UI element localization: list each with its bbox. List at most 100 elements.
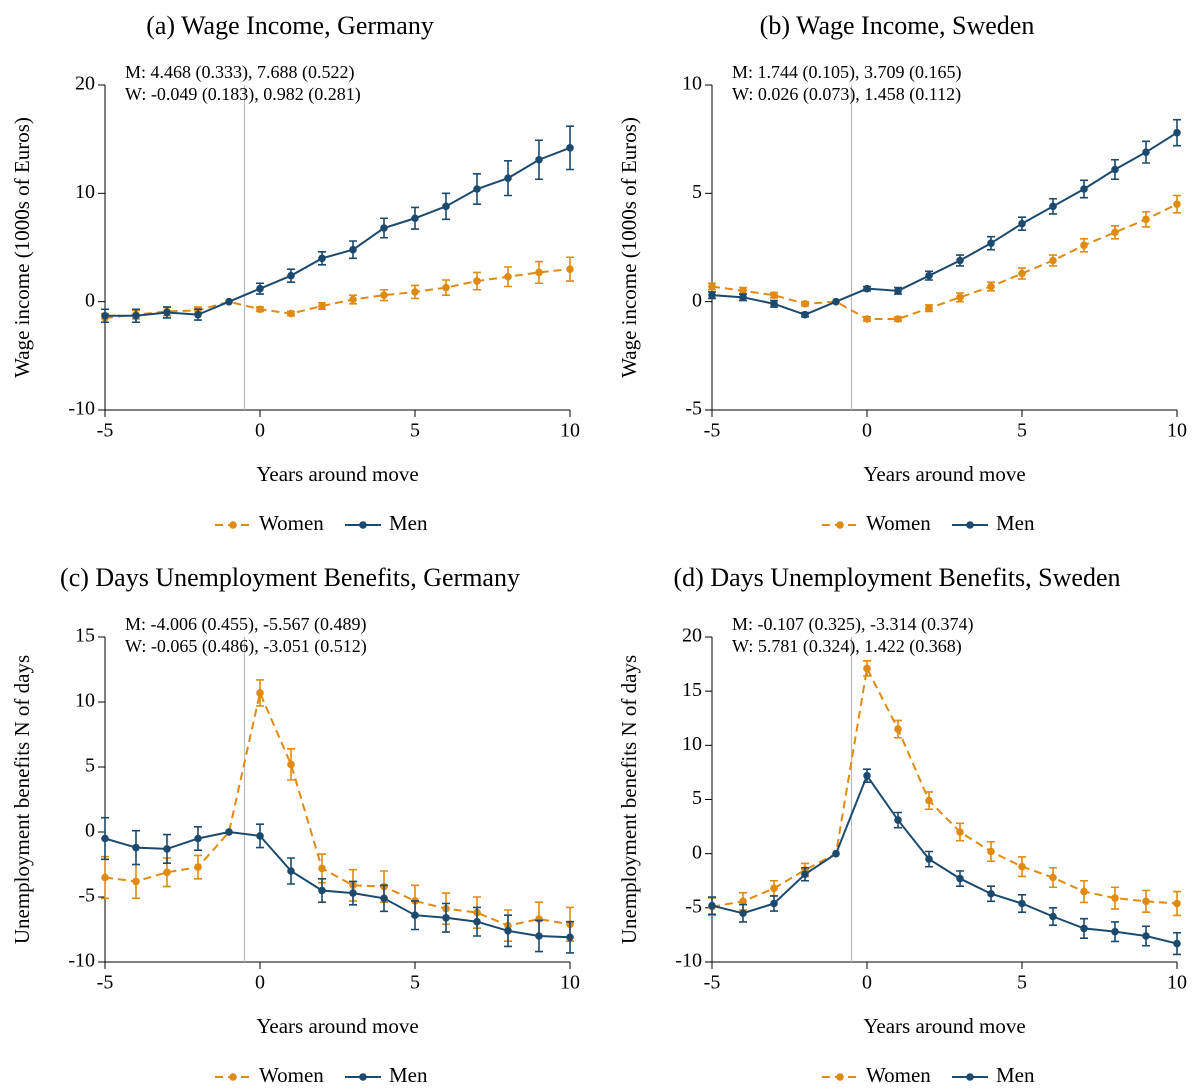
annotation: W: 5.781 (0.324), 1.422 (0.368) (732, 636, 962, 657)
data-point (770, 899, 778, 908)
y-tick-label: -10 (68, 950, 95, 972)
data-point (318, 302, 326, 310)
data-point (1111, 927, 1119, 936)
data-point (473, 917, 481, 926)
y-tick-label: -10 (68, 398, 95, 420)
x-tick-label: 0 (255, 972, 265, 994)
x-tick-label: 10 (560, 972, 580, 994)
data-point (1173, 899, 1181, 908)
data-point (956, 874, 964, 883)
data-point (256, 284, 264, 293)
data-point (863, 771, 871, 780)
data-point (1080, 924, 1088, 933)
y-tick-label: -10 (675, 950, 702, 972)
data-point (1018, 899, 1026, 908)
annotation: M: 1.744 (0.105), 3.709 (0.165) (732, 62, 961, 83)
data-point (194, 863, 202, 871)
data-point (770, 884, 778, 893)
y-tick-label: 10 (682, 73, 702, 95)
legend-marker (966, 1073, 974, 1081)
data-point (925, 855, 933, 863)
y-tick-label: 0 (85, 820, 95, 842)
data-point (925, 304, 933, 312)
data-point (894, 287, 902, 295)
data-point (925, 796, 933, 805)
panel-title: (a) Wage Income, Germany (146, 11, 434, 40)
data-point (1173, 128, 1181, 137)
panel-title: (d) Days Unemployment Benefits, Sweden (674, 563, 1121, 592)
data-point (863, 315, 871, 323)
annotation: W: -0.065 (0.486), -3.051 (0.512) (125, 636, 367, 657)
y-axis-label: Wage income (1000s of Euros) (617, 117, 641, 378)
x-axis-label: Years around move (256, 462, 418, 486)
data-point (708, 291, 716, 299)
x-tick-label: -5 (97, 420, 114, 442)
data-point (194, 310, 202, 319)
x-tick-label: 5 (1017, 420, 1027, 442)
y-tick-label: 20 (75, 73, 95, 95)
data-point (987, 282, 995, 291)
data-point (411, 911, 419, 919)
data-point (380, 291, 388, 299)
data-point (1018, 219, 1026, 228)
data-point (894, 725, 902, 733)
x-tick-label: 10 (1167, 972, 1187, 994)
data-point (1018, 269, 1026, 278)
data-point (1142, 215, 1150, 224)
data-point (225, 297, 233, 306)
data-point (1142, 148, 1150, 156)
data-point (863, 664, 871, 673)
data-point (739, 293, 747, 302)
data-point (504, 174, 512, 182)
annotation: M: -0.107 (0.325), -3.314 (0.374) (732, 614, 973, 635)
data-point (380, 224, 388, 232)
data-point (535, 155, 543, 164)
y-axis-label: Wage income (1000s of Euros) (10, 117, 34, 378)
y-tick-label: 0 (692, 841, 702, 863)
legend-marker (966, 521, 974, 529)
annotation: M: -4.006 (0.455), -5.567 (0.489) (125, 614, 366, 635)
x-tick-label: -5 (704, 972, 721, 994)
data-point (894, 315, 902, 323)
data-point (566, 265, 574, 273)
data-point (535, 268, 543, 277)
data-point (194, 834, 202, 843)
y-tick-label: 5 (692, 181, 702, 203)
legend-label: Women (259, 511, 324, 535)
series-line (711, 203, 1178, 320)
data-point (1173, 200, 1181, 208)
data-point (863, 284, 871, 293)
x-tick-label: 10 (560, 420, 580, 442)
data-point (256, 832, 264, 840)
data-point (101, 834, 109, 843)
data-point (132, 877, 140, 886)
x-tick-label: 0 (255, 420, 265, 442)
data-point (956, 828, 964, 836)
data-point (163, 845, 171, 853)
series-line (104, 830, 571, 939)
x-tick-label: 5 (410, 972, 420, 994)
data-point (132, 843, 140, 852)
data-point (801, 310, 809, 319)
series-line (711, 773, 1178, 945)
data-point (349, 245, 357, 254)
data-point (349, 889, 357, 897)
data-point (411, 288, 419, 296)
data-point (318, 886, 326, 895)
data-point (739, 897, 747, 906)
y-tick-label: 15 (682, 679, 702, 701)
data-point (832, 297, 840, 306)
panel-title: (b) Wage Income, Sweden (760, 11, 1035, 40)
legend-marker (359, 1073, 367, 1081)
data-point (256, 689, 264, 697)
data-point (956, 293, 964, 302)
x-tick-label: 0 (862, 420, 872, 442)
legend-marker (359, 521, 367, 529)
data-point (1111, 894, 1119, 902)
x-tick-label: 0 (862, 972, 872, 994)
data-point (1049, 912, 1057, 921)
data-point (411, 214, 419, 223)
data-point (770, 300, 778, 308)
annotation: W: -0.049 (0.183), 0.982 (0.281) (125, 84, 361, 105)
legend-label: Men (996, 511, 1035, 535)
